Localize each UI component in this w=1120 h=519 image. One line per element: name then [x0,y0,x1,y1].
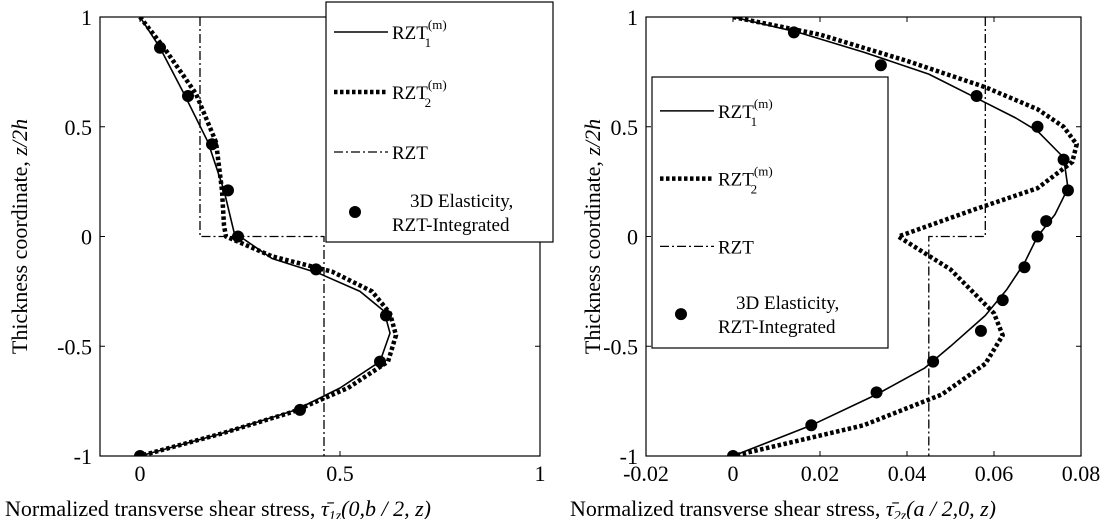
x-tick-label: 0.06 [975,461,1014,486]
y-tick-label: 1 [81,5,92,30]
series-line-1 [732,17,1069,456]
data-marker [1031,120,1044,133]
x-tick-label: 0 [728,461,739,486]
data-marker [154,41,166,54]
data-marker [1040,215,1053,228]
data-marker [787,26,800,39]
y-tick-label: -1 [74,444,92,469]
chart-1: 0 0.5 1 1 0.5 0 -0.5 -1 Normalized transverse sh… [5,1,554,519]
series-line-2 [138,17,399,456]
legend-marker [349,206,361,218]
x-tick-label: 0.08 [1062,461,1101,486]
legend-label: RZT(m) 1 [718,96,773,129]
series-group [134,17,399,456]
data-marker [232,230,244,243]
x-axis-label: Normalized transverse shear stress, τ̄2z… [570,496,996,519]
data-marker [374,355,386,368]
data-marker [1031,230,1044,243]
data-marker [927,355,940,368]
data-marker [870,386,883,399]
data-marker [1018,261,1031,274]
data-marker [294,403,306,416]
data-marker [206,138,218,151]
x-tick-label: 0.04 [888,461,927,486]
data-marker [310,263,322,276]
data-marker [727,450,739,456]
data-marker [970,90,983,103]
legend-label: RZT [392,143,428,164]
series-line-3 [928,17,986,456]
legend-label: RZT(m) 1 [392,17,447,50]
y-tick-label: -1 [620,444,638,469]
y-axis-label: Thickness coordinate, z/2h [7,119,32,354]
legend-label: 3D Elasticity, [410,191,513,212]
y-tick-label: -0.5 [603,334,638,359]
y-axis-label: Thickness coordinate, z/2h [580,119,605,354]
legend-label: RZT(m) 2 [718,164,773,197]
chart-2: -0.02 0 0.02 0.04 0.06 0.08 1 0.5 0 -0.5 -1 Normali… [570,5,1100,519]
legend-marker [675,308,687,321]
legend-label: RZT [718,237,754,258]
x-tick-label: 1 [535,461,546,486]
legend-label: RZT-Integrated [392,215,510,236]
x-tick-label: 0.02 [801,461,840,486]
legend-label: RZT-Integrated [718,317,836,338]
legend-label: RZT(m) 2 [392,77,447,110]
y-tick-label: 0 [81,225,92,250]
data-marker [1057,153,1070,166]
y-tick-label: 0 [627,225,638,250]
data-marker [874,59,887,72]
data-marker [805,419,818,432]
data-marker [222,184,234,197]
series-group [727,17,1079,456]
x-tick-label: -0.02 [623,461,669,486]
legend-box [325,1,554,243]
legend: RZT(m) 1 RZT(m) 2 RZT 3D Elasticity, RZT-Integ… [325,1,554,243]
legend-label: 3D Elasticity, [736,293,839,314]
x-axis-label: Normalized transverse shear stress, τ̄1z… [5,496,431,519]
x-tick-label: 0.5 [326,461,354,486]
y-tick-label: 0.5 [65,115,93,140]
data-marker [974,324,987,337]
y-tick-label: -0.5 [57,334,92,359]
data-marker [380,309,392,322]
y-tick-label: 1 [627,5,638,30]
data-marker [182,90,194,103]
data-marker [134,450,146,456]
legend: RZT(m) 1 RZT(m) 2 RZT 3D Elasticity, RZT-Integ… [651,76,889,349]
legend-box [651,76,889,349]
y-tick-label: 0.5 [611,115,639,140]
data-marker [1061,184,1074,197]
series-line-3 [199,17,325,456]
x-tick-label: 0 [135,461,146,486]
data-marker [996,294,1009,307]
series-line-2 [732,17,1079,456]
